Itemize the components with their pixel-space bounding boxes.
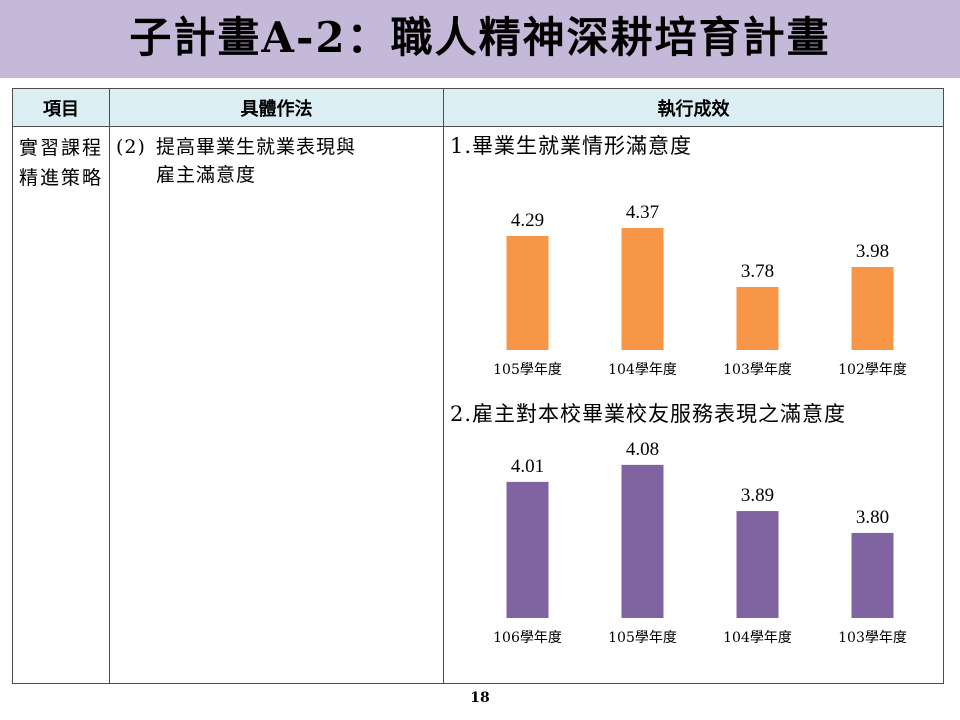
method-text-line2: 雇主滿意度 — [156, 164, 257, 186]
table-header-row: 項目 具體作法 執行成效 — [12, 88, 944, 127]
chart-2-data-label: 4.01 — [511, 456, 544, 477]
chart-2-bar — [736, 511, 779, 618]
chart-1-category-label: 105學年度 — [493, 362, 562, 378]
chart-1-bar — [506, 236, 549, 350]
title-bar: 子計畫A-2：職人精神深耕培育計畫 — [0, 0, 960, 78]
chart-1-bar — [851, 267, 894, 350]
chart-2-category-label: 106學年度 — [493, 630, 562, 646]
chart-2-title: 2.雇主對本校畢業校友服務表現之滿意度 — [450, 402, 847, 426]
header-result: 執行成效 — [443, 88, 944, 127]
chart-2-category-label: 104學年度 — [723, 630, 792, 646]
chart-2-data-label: 3.89 — [741, 485, 774, 506]
chart-1-category-label: 104學年度 — [608, 362, 677, 378]
chart-2-bar — [621, 464, 664, 618]
chart-1-data-label: 4.29 — [511, 210, 544, 231]
chart-2-bar — [506, 481, 549, 618]
method-number: (2) — [116, 136, 146, 158]
page-title: 子計畫A-2：職人精神深耕培育計畫 — [129, 13, 831, 62]
chart-2-bar — [851, 532, 894, 618]
chart-1: 4.29 105學年度 4.37 104學年度 3.78 103學年度 3.98 102學年度 — [493, 202, 907, 378]
item-cell: 實習課程精進策略 — [12, 126, 110, 684]
chart-1-data-label: 3.98 — [856, 241, 889, 262]
content-table: 項目 具體作法 執行成效 實習課程精進策略 (2) 提高畢業生就業表現與 雇主滿意… — [12, 88, 944, 684]
header-method: 具體作法 — [109, 88, 444, 127]
chart-1-data-label: 3.78 — [741, 261, 774, 282]
chart-2-category-label: 103學年度 — [838, 630, 907, 646]
header-item: 項目 — [12, 88, 110, 127]
chart-1-bar — [621, 228, 664, 350]
chart-1-category-label: 102學年度 — [838, 362, 907, 378]
table-row: 實習課程精進策略 (2) 提高畢業生就業表現與 雇主滿意度 — [12, 126, 944, 684]
chart-2-data-label: 4.08 — [626, 439, 659, 460]
method-cell: (2) 提高畢業生就業表現與 雇主滿意度 — [109, 126, 444, 684]
chart-1-category-label: 103學年度 — [723, 362, 792, 378]
chart-2: 4.01 106學年度 4.08 105學年度 3.89 104學年度 3.80 103學年度 — [493, 439, 907, 646]
page-number: 18 — [470, 690, 490, 706]
chart-1-bar — [736, 287, 779, 350]
chart-2-data-label: 3.80 — [856, 507, 889, 528]
chart-1-data-label: 4.37 — [626, 202, 659, 223]
chart-2-category-label: 105學年度 — [608, 630, 677, 646]
chart-1-title: 1.畢業生就業情形滿意度 — [450, 134, 693, 158]
method-text-line1: 提高畢業生就業表現與 — [156, 136, 357, 158]
